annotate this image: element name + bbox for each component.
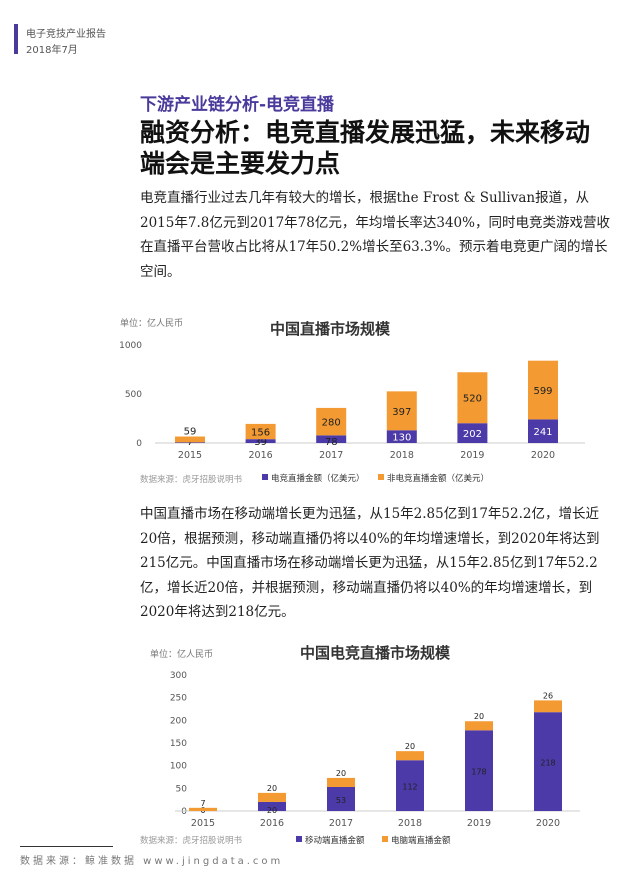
- data-label: 280: [322, 418, 341, 429]
- y-tick-label: 150: [170, 739, 187, 749]
- legend-swatch: [382, 836, 388, 842]
- data-label: 397: [392, 407, 411, 418]
- data-label: 599: [533, 386, 552, 397]
- data-label: 20: [267, 784, 277, 793]
- bar-segment: [316, 407, 347, 436]
- data-label: 156: [251, 428, 270, 439]
- legend-label: 非电竞直播金额（亿美元）: [387, 473, 489, 484]
- legend-swatch: [262, 474, 268, 480]
- chart-source: 数据来源：虎牙招股说明书: [140, 835, 243, 846]
- bar-segment: [457, 423, 488, 443]
- bar-segment: [534, 712, 562, 811]
- y-tick-label: 250: [170, 694, 187, 704]
- legend-label: 移动端直播金额: [305, 835, 365, 846]
- data-label: 26: [543, 691, 553, 700]
- y-tick-label: 500: [125, 390, 142, 400]
- x-tick-label: 2019: [460, 450, 484, 461]
- data-label: 20: [474, 712, 484, 721]
- x-tick-label: 2015: [178, 450, 202, 461]
- y-tick-label: 100: [170, 762, 187, 772]
- bar-segment: [175, 442, 205, 443]
- data-label: 520: [463, 394, 482, 405]
- data-label: 7: [200, 799, 205, 808]
- bar-segment: [396, 760, 424, 811]
- data-label: 7: [187, 437, 193, 448]
- bar-segment: [316, 435, 347, 443]
- section-heading: 下游产业链分析-电竞直播: [140, 95, 335, 115]
- footer-source: 数据来源：鲸准数据 www.jingdata.com: [20, 856, 284, 867]
- footer-divider: [20, 846, 113, 847]
- bar-segment: [528, 419, 558, 443]
- bar-segment: [189, 807, 217, 811]
- data-label: 112: [402, 783, 417, 792]
- bar-segment: [175, 436, 205, 443]
- bar-segment: [534, 700, 562, 713]
- bar-segment: [396, 751, 424, 761]
- bar-segment: [258, 792, 286, 802]
- x-tick-label: 2017: [319, 450, 343, 461]
- data-label: 20: [336, 769, 346, 778]
- bar-segment: [245, 439, 276, 443]
- y-tick-label: 200: [170, 716, 187, 726]
- x-tick-label: 2018: [390, 450, 414, 461]
- y-tick-label: 300: [170, 671, 187, 681]
- bar-segment: [528, 360, 558, 420]
- x-tick-label: 2017: [329, 818, 353, 829]
- y-tick-label: 0: [136, 439, 142, 449]
- data-label: 178: [471, 768, 486, 777]
- y-tick-label: 1000: [119, 341, 142, 351]
- header-accent-bar: [14, 24, 18, 54]
- paragraph-2: 中国直播市场在移动端增长更为迅猛，从15年2.85亿到17年52.2亿，增长近2…: [140, 506, 600, 620]
- x-tick-label: 2020: [531, 450, 555, 461]
- data-label: 241: [533, 427, 552, 438]
- data-label: 218: [540, 759, 555, 768]
- legend-swatch: [378, 474, 384, 480]
- bar-segment: [386, 391, 417, 431]
- bar-segment: [386, 430, 417, 443]
- legend-label: 电竞直播金额（亿美元）: [271, 473, 365, 484]
- x-tick-label: 2016: [260, 818, 284, 829]
- data-label: 130: [392, 433, 411, 444]
- chart-title: 中国直播市场规模: [270, 320, 391, 338]
- data-label: 78: [325, 437, 338, 448]
- bar-segment: [245, 423, 276, 440]
- x-tick-label: 2019: [467, 818, 491, 829]
- data-label: 20: [267, 806, 277, 815]
- report-name: 电子竞技产业报告: [26, 29, 106, 40]
- y-tick-label: 0: [181, 807, 187, 817]
- data-label: 20: [405, 742, 415, 751]
- chart-unit-label: 单位：亿人民币: [150, 648, 213, 660]
- x-tick-label: 2015: [191, 818, 215, 829]
- x-tick-label: 2020: [536, 818, 560, 829]
- bar-segment: [258, 801, 286, 811]
- x-tick-label: 2018: [398, 818, 422, 829]
- paragraph-1: 电竞直播行业过去几年有较大的增长，根据the Frost & Sullivan报…: [140, 190, 610, 280]
- bar-segment: [327, 777, 355, 787]
- bar-segment: [465, 721, 493, 731]
- legend-label: 电脑端直播金额: [391, 835, 451, 846]
- report-date: 2018年7月: [26, 45, 78, 56]
- chart-unit-label: 单位：亿人民币: [120, 317, 183, 329]
- bar-segment: [327, 786, 355, 811]
- chart-source: 数据来源：虎牙招股说明书: [140, 474, 243, 485]
- data-label: 59: [184, 427, 197, 438]
- legend-swatch: [296, 836, 302, 842]
- data-label: 39: [254, 437, 267, 448]
- data-label: 53: [336, 796, 346, 805]
- bar-segment: [457, 372, 488, 424]
- data-label: 202: [463, 429, 482, 440]
- page-title: 融资分析：电竞直播发展迅猛，未来移动端会是主要发力点: [140, 118, 591, 178]
- chart-title: 中国电竞直播市场规模: [300, 644, 451, 662]
- x-tick-label: 2016: [249, 450, 273, 461]
- bar-segment: [465, 730, 493, 811]
- y-tick-label: 50: [176, 784, 188, 794]
